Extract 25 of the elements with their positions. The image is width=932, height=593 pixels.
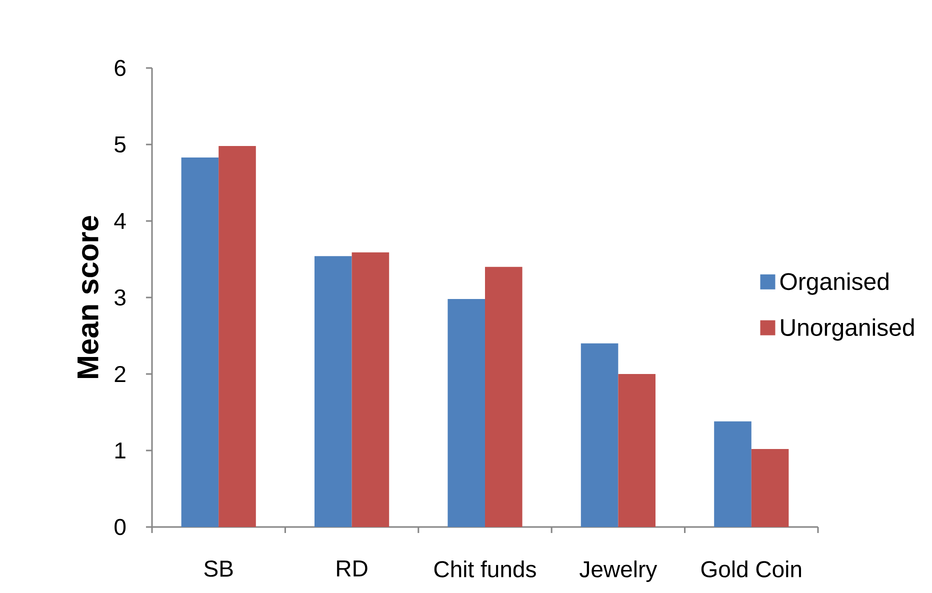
x-tick-label: RD (337, 560, 368, 576)
bar (714, 421, 752, 527)
bar (751, 448, 789, 527)
x-tick-label: Gold Coin (701, 560, 802, 578)
y-tick-label: 3 (114, 289, 126, 306)
y-tick-label: 6 (114, 60, 126, 76)
legend-label: Organised (780, 272, 888, 295)
x-tick-label: SB (204, 560, 233, 577)
bar (485, 266, 522, 527)
y-tick-label: 2 (114, 366, 126, 382)
y-tick-label: 0 (114, 518, 126, 536)
legend-label: Unorganised (781, 318, 914, 341)
y-tick-label: 1 (115, 442, 126, 458)
x-tick-label: Jewelry (580, 560, 658, 582)
bar (580, 343, 618, 527)
bar (314, 256, 352, 527)
x-tick-label: Chit funds (434, 560, 536, 578)
bar (181, 157, 219, 527)
bar (618, 374, 656, 527)
y-axis-title: Mean score (78, 216, 98, 378)
bar (218, 146, 256, 527)
y-tick-label: 4 (114, 213, 126, 229)
bar (352, 252, 390, 527)
y-tick-label: 5 (114, 136, 126, 153)
bar (448, 299, 485, 527)
